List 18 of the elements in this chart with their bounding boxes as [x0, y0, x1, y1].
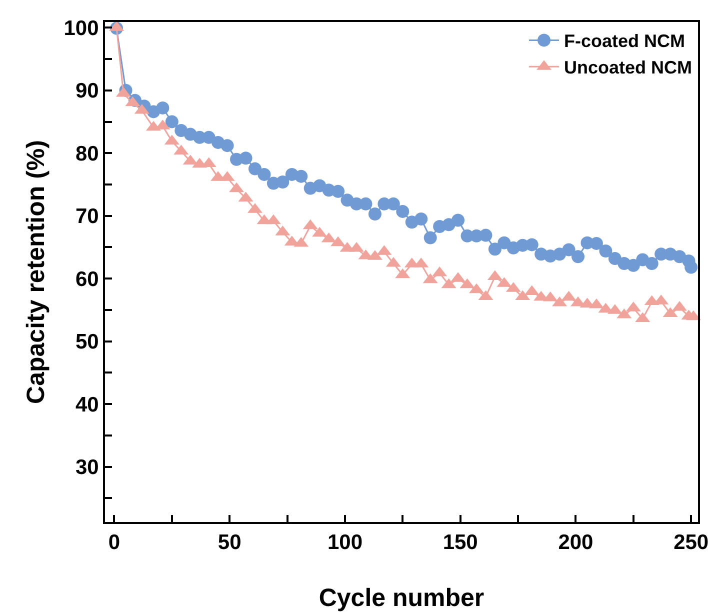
- y-tick-label: 100: [64, 17, 99, 40]
- legend-label: F-coated NCM: [564, 31, 685, 52]
- y-axis-title: Capacity retention (%): [22, 140, 50, 404]
- y-tick-label: 40: [75, 393, 99, 416]
- x-tick-label: 100: [327, 531, 362, 554]
- legend-label: Uncoated NCM: [564, 58, 692, 78]
- x-tick-label: 250: [674, 531, 709, 554]
- y-tick-label: 30: [75, 456, 99, 480]
- x-axis-title: Cycle number: [318, 584, 484, 612]
- y-tick-label: 80: [75, 142, 99, 166]
- x-tick-label: 0: [108, 531, 120, 554]
- y-tick-label: 70: [75, 205, 99, 228]
- x-tick-label: 200: [558, 531, 594, 554]
- y-tick-label: 50: [75, 330, 99, 354]
- y-tick-label: 60: [75, 268, 99, 291]
- y-tick-label: 90: [75, 80, 99, 103]
- x-tick-label: 150: [442, 531, 478, 554]
- x-tick-label: 50: [218, 531, 242, 554]
